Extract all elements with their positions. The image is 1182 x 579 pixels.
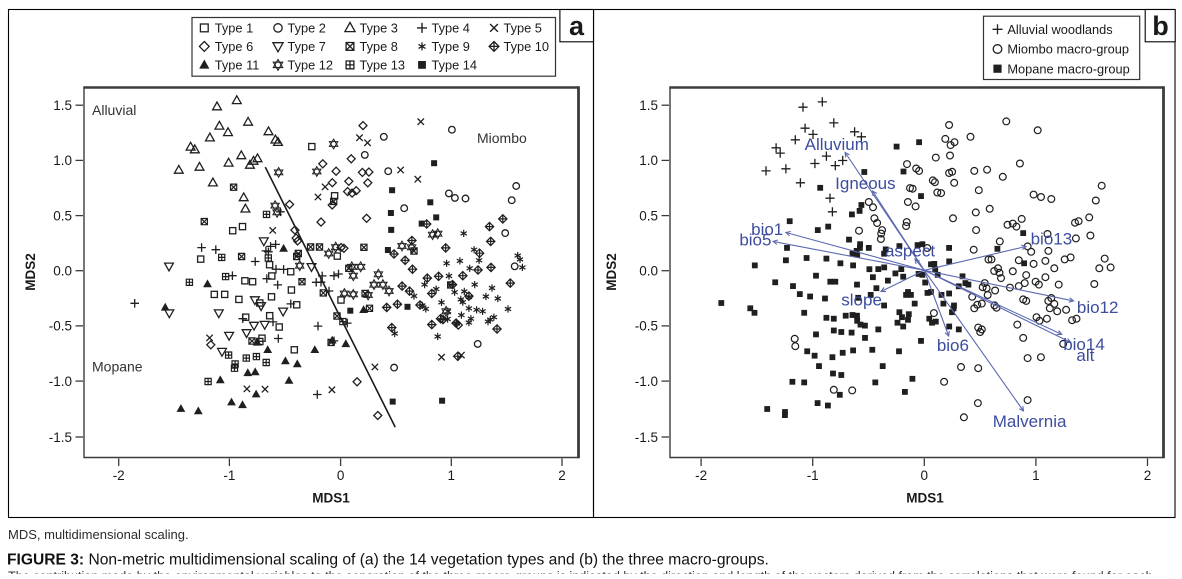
svg-text:alt: alt [1076,346,1094,365]
svg-text:Alluvial woodlands: Alluvial woodlands [1007,22,1112,37]
svg-text:-1.0: -1.0 [635,374,658,389]
svg-text:1.5: 1.5 [639,98,658,113]
svg-text:Miombo macro-group: Miombo macro-group [1007,42,1129,57]
svg-text:FIGURE 3: Non-metric multidime: FIGURE 3: Non-metric multidimensional sc… [7,551,769,568]
svg-text:0.0: 0.0 [639,264,658,279]
svg-text:bio13: bio13 [1031,230,1073,249]
svg-text:0: 0 [337,468,345,483]
svg-text:Type 7: Type 7 [288,39,326,54]
svg-text:bio5: bio5 [739,230,771,249]
svg-text:Type 9: Type 9 [432,39,470,54]
svg-text:-1.5: -1.5 [635,430,658,445]
svg-text:0: 0 [921,468,929,483]
svg-text:1.0: 1.0 [53,153,72,168]
svg-text:bio1: bio1 [751,220,783,239]
svg-text:Type 3: Type 3 [360,21,398,36]
svg-text:MDS2: MDS2 [23,253,38,291]
svg-text:Type 13: Type 13 [360,58,406,73]
svg-text:0.5: 0.5 [53,208,72,223]
svg-text:-2: -2 [113,468,125,483]
svg-text:Type 6: Type 6 [215,39,253,54]
svg-text:1.0: 1.0 [639,153,658,168]
svg-text:Type 10: Type 10 [504,39,550,54]
svg-text:Miombo: Miombo [477,130,527,146]
svg-text:Alluvium: Alluvium [805,135,869,154]
svg-text:-0.5: -0.5 [635,319,658,334]
svg-text:2: 2 [558,468,566,483]
svg-text:bio14: bio14 [1063,335,1105,354]
svg-text:1: 1 [1032,468,1040,483]
svg-text:-1: -1 [807,468,819,483]
svg-text:Alluvial: Alluvial [92,102,136,118]
svg-text:a: a [569,11,585,41]
svg-text:1: 1 [448,468,456,483]
svg-text:Type 5: Type 5 [504,21,542,36]
svg-text:Type 12: Type 12 [288,58,334,73]
svg-text:Type 8: Type 8 [360,39,398,54]
svg-text:Mopane macro-group: Mopane macro-group [1007,61,1129,76]
svg-text:Type 4: Type 4 [432,21,470,36]
svg-text:Type 2: Type 2 [288,21,326,36]
svg-text:aspect: aspect [885,242,935,261]
svg-text:-0.5: -0.5 [49,319,72,334]
svg-text:Malvernia: Malvernia [993,412,1067,431]
svg-text:-2: -2 [695,468,707,483]
svg-text:The contribution made by the e: The contribution made by the environment… [8,570,1153,574]
svg-text:Igneous: Igneous [835,174,896,193]
svg-text:Type 14: Type 14 [432,58,478,73]
svg-text:bio6: bio6 [937,336,969,355]
svg-text:bio12: bio12 [1077,298,1119,317]
svg-text:-1: -1 [223,468,235,483]
svg-text:-1.5: -1.5 [49,430,72,445]
svg-text:Type 1: Type 1 [215,21,253,36]
svg-text:Type 11: Type 11 [215,58,260,73]
svg-text:MDS1: MDS1 [906,491,944,506]
svg-text:MDS2: MDS2 [604,253,619,291]
svg-text:MDS, multidimensional scaling.: MDS, multidimensional scaling. [8,527,189,542]
svg-text:2: 2 [1144,468,1152,483]
svg-text:Mopane: Mopane [92,359,143,375]
svg-text:0.5: 0.5 [639,208,658,223]
svg-text:b: b [1152,11,1169,41]
svg-text:MDS1: MDS1 [312,491,350,506]
svg-text:-1.0: -1.0 [49,374,72,389]
svg-text:1.5: 1.5 [53,98,72,113]
svg-text:0.0: 0.0 [53,264,72,279]
svg-text:slope: slope [841,291,882,310]
